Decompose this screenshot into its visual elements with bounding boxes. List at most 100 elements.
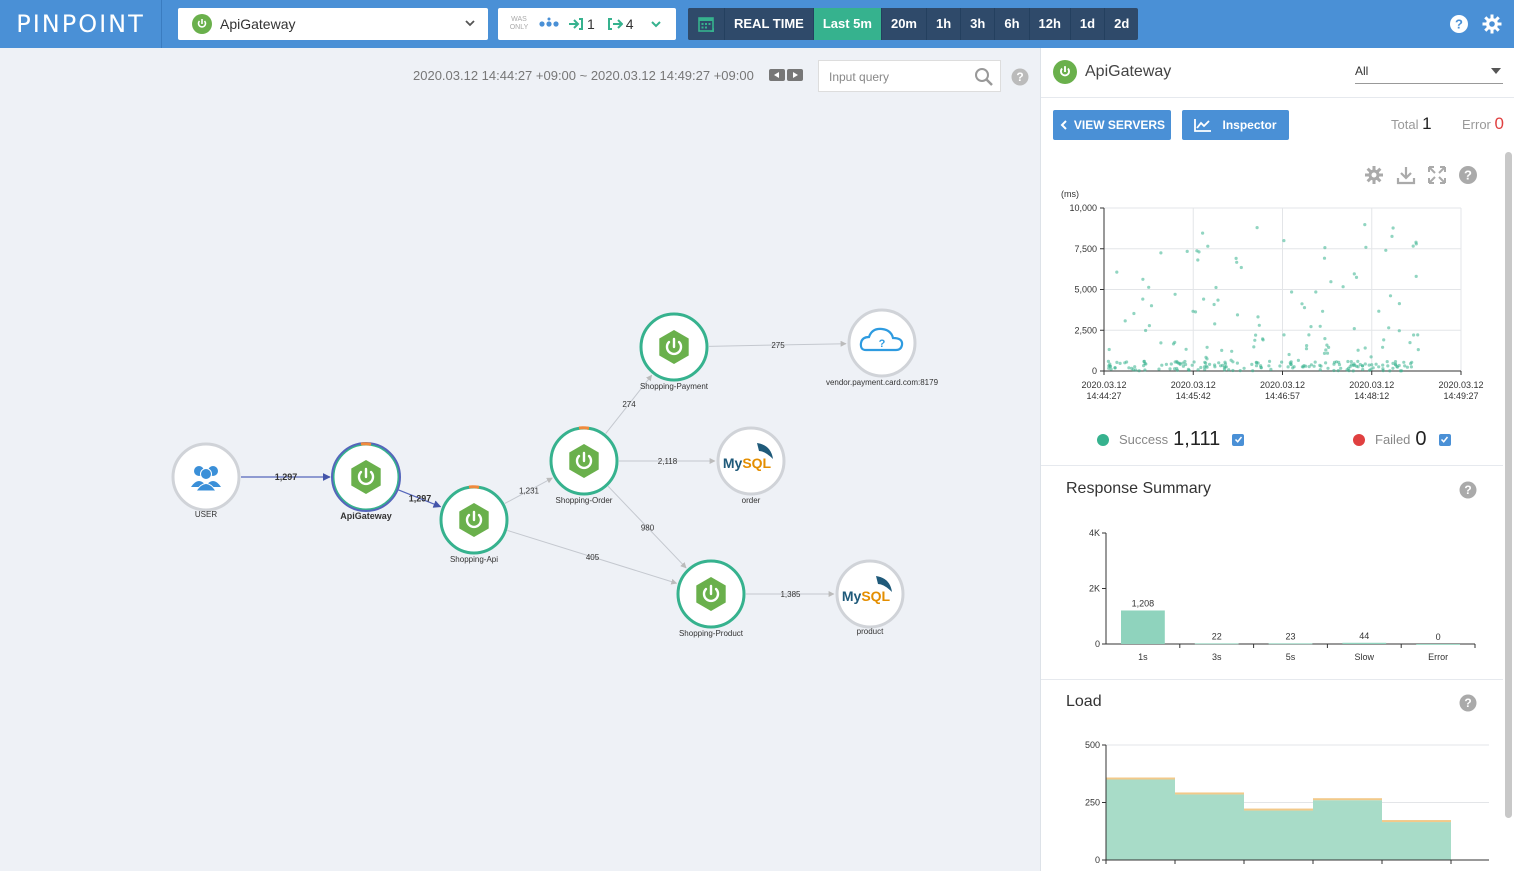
bar-slow[interactable]	[1342, 642, 1387, 644]
time-button-1h[interactable]: 1h	[926, 8, 960, 40]
map-edge[interactable]	[507, 529, 678, 585]
gear-icon[interactable]	[1364, 165, 1384, 185]
load-segment[interactable]	[1382, 822, 1451, 860]
edge-call-count[interactable]: 1,297	[409, 494, 432, 504]
help-icon[interactable]: ?	[1459, 694, 1477, 712]
map-node-vendor[interactable]: ? vendor.payment.card.com:8179	[826, 308, 939, 387]
download-icon[interactable]	[1396, 165, 1416, 185]
query-input[interactable]: Input query	[818, 60, 1001, 92]
time-range-navigator[interactable]	[769, 69, 803, 81]
server-map-filter[interactable]: WAS ONLY 1 4	[498, 8, 676, 40]
edge-call-count[interactable]: 405	[586, 553, 600, 562]
scatter-point	[1157, 367, 1161, 371]
map-node-order[interactable]: Shopping-Order	[549, 426, 619, 505]
search-icon[interactable]	[974, 67, 994, 87]
load-chart[interactable]: 500 250 0	[1071, 733, 1491, 871]
scatter-point	[1268, 359, 1272, 363]
outbound-depth[interactable]: 4	[625, 16, 634, 32]
time-button-2d[interactable]: 2d	[1104, 8, 1138, 40]
time-button-last-5m[interactable]: Last 5m	[812, 8, 881, 40]
was-only-toggle[interactable]: WAS ONLY	[509, 16, 529, 31]
help-icon[interactable]: ?	[1458, 165, 1478, 185]
scatter-point	[1300, 302, 1304, 306]
help-icon[interactable]: ?	[1459, 481, 1477, 499]
map-edge[interactable]	[504, 477, 553, 504]
map-node-api[interactable]: Shopping-Api	[439, 485, 509, 564]
map-node-user[interactable]: USER	[171, 442, 241, 519]
edge-call-count[interactable]: 274	[622, 400, 636, 409]
scatter-point	[1108, 364, 1113, 368]
expand-icon[interactable]	[1427, 165, 1447, 185]
scatter-point	[1358, 362, 1362, 367]
server-map[interactable]: 2020.03.12 14:44:27 +09:00 ~ 2020.03.12 …	[0, 48, 1040, 871]
load-segment[interactable]	[1106, 779, 1175, 861]
scatter-point	[1205, 345, 1209, 349]
map-node-dbprod[interactable]: MySQL product	[835, 559, 905, 636]
server-map-graph[interactable]: 1,297 1,297 1,231 405 274 2,118 980 275 1,385 US…	[0, 48, 1040, 871]
map-edge[interactable]	[398, 489, 442, 508]
edge-call-count[interactable]: 2,118	[658, 457, 678, 466]
map-edge[interactable]	[607, 485, 687, 569]
scatter-point	[1397, 329, 1401, 333]
scatter-point	[1109, 367, 1113, 371]
time-button-3h[interactable]: 3h	[960, 8, 994, 40]
scatter-point	[1339, 366, 1343, 370]
time-button-12h[interactable]: 12h	[1028, 8, 1070, 40]
node-circle	[847, 308, 917, 378]
map-node-gw[interactable]: ApiGateway	[331, 442, 401, 521]
total-count: Total 1	[1391, 114, 1432, 134]
map-node-pay[interactable]: Shopping-Payment	[639, 312, 709, 391]
response-time-scatter-chart[interactable]: (ms)10,0007,5005,0002,50002020.03.1214:4…	[1049, 188, 1489, 418]
load-title: Load	[1066, 693, 1102, 710]
map-help-icon[interactable]: ?	[1011, 68, 1029, 86]
scatter-point	[1254, 364, 1259, 368]
scatter-point	[1388, 369, 1392, 373]
scatter-point	[1239, 265, 1243, 270]
map-edge[interactable]	[708, 340, 847, 347]
inbound-depth[interactable]: 1	[587, 16, 595, 32]
bar-1s[interactable]	[1121, 610, 1165, 644]
scatter-point	[1336, 369, 1340, 373]
edge-call-count[interactable]: 1,297	[275, 472, 298, 482]
scatter-point	[1177, 361, 1181, 365]
scatter-point	[1257, 323, 1261, 327]
scatter-point	[1307, 365, 1311, 369]
agent-filter-select[interactable]: All	[1355, 62, 1503, 84]
chevron-down-icon[interactable]	[650, 18, 662, 30]
load-segment[interactable]	[1175, 794, 1244, 860]
scatter-point	[1192, 360, 1196, 364]
time-button-1d[interactable]: 1d	[1069, 8, 1104, 40]
help-icon[interactable]: ?	[1449, 14, 1469, 34]
map-edge[interactable]	[605, 374, 653, 434]
gear-icon[interactable]	[1482, 14, 1502, 34]
node-label: Shopping-Product	[679, 629, 744, 638]
edge-call-count[interactable]: 275	[771, 341, 785, 350]
view-servers-button[interactable]: VIEW SERVERS	[1053, 110, 1171, 140]
load-segment[interactable]	[1313, 800, 1382, 860]
failed-checkbox[interactable]	[1438, 433, 1451, 446]
calendar-icon[interactable]	[688, 8, 724, 40]
panel-scrollbar-thumb[interactable]	[1505, 152, 1512, 818]
response-summary-title: Response Summary	[1066, 480, 1211, 497]
pinpoint-logo[interactable]: PINPOINT	[0, 0, 162, 48]
time-button-realtime[interactable]: REAL TIME	[724, 8, 813, 40]
application-selector[interactable]: ApiGateway	[178, 8, 488, 40]
inspector-button[interactable]: Inspector	[1182, 110, 1289, 140]
bar-5s[interactable]	[1268, 643, 1313, 645]
scatter-point	[1391, 366, 1395, 370]
bar-3s[interactable]	[1194, 643, 1239, 645]
scatter-point	[1398, 369, 1403, 373]
edge-call-count[interactable]: 1,385	[780, 590, 801, 599]
top-navigation-bar: PINPOINT ApiGateway WAS ONLY 1 4 REAL TI…	[0, 0, 1514, 48]
map-node-prod[interactable]: Shopping-Product	[676, 559, 746, 638]
scatter-point	[1184, 347, 1188, 351]
time-button-20m[interactable]: 20m	[880, 8, 926, 40]
success-checkbox[interactable]	[1232, 433, 1245, 446]
map-node-dborder[interactable]: MySQL order	[716, 426, 786, 505]
time-button-6h[interactable]: 6h	[994, 8, 1028, 40]
bar-error[interactable]	[1416, 644, 1460, 645]
edge-call-count[interactable]: 1,231	[519, 487, 540, 496]
load-segment[interactable]	[1244, 810, 1313, 860]
edge-call-count[interactable]: 980	[641, 524, 655, 533]
response-summary-chart[interactable]: 4K 2K 0 1,208 1s 22 3s 23 5s 44 Slow 0 Error	[1071, 518, 1491, 668]
